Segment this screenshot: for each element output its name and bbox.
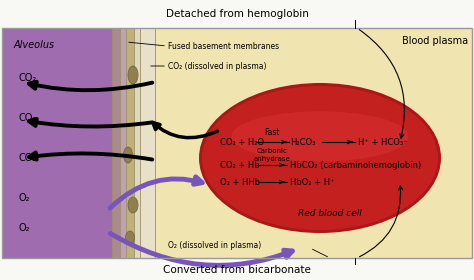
Text: O₂: O₂ — [18, 223, 29, 233]
Bar — [120, 28, 126, 258]
Text: Red blood cell: Red blood cell — [298, 209, 362, 218]
Text: anhydrase: anhydrase — [254, 156, 291, 162]
Ellipse shape — [128, 66, 138, 84]
Ellipse shape — [124, 147, 133, 163]
Bar — [126, 28, 134, 258]
Text: Converted from bicarbonate: Converted from bicarbonate — [163, 265, 311, 275]
Text: CO₂: CO₂ — [18, 153, 36, 163]
Bar — [2, 28, 112, 258]
Bar — [140, 28, 155, 258]
Ellipse shape — [202, 86, 438, 230]
Text: CO₂ + H₂O: CO₂ + H₂O — [220, 137, 264, 146]
FancyArrowPatch shape — [153, 123, 218, 138]
Text: Blood plasma: Blood plasma — [402, 36, 468, 46]
FancyArrowPatch shape — [110, 177, 202, 208]
Text: O₂: O₂ — [18, 193, 29, 203]
Bar — [155, 28, 472, 258]
Text: H⁺ + HCO₃⁻: H⁺ + HCO₃⁻ — [358, 137, 408, 146]
Ellipse shape — [126, 231, 135, 245]
Ellipse shape — [199, 83, 441, 233]
Text: CO₂: CO₂ — [18, 73, 36, 83]
Text: Fused basement membranes: Fused basement membranes — [168, 41, 279, 50]
FancyArrowPatch shape — [29, 152, 152, 160]
FancyArrowPatch shape — [110, 234, 292, 265]
Text: Detached from hemoglobin: Detached from hemoglobin — [165, 9, 309, 19]
Bar — [112, 28, 120, 258]
Text: O₂ (dissolved in plasma): O₂ (dissolved in plasma) — [168, 241, 261, 249]
FancyArrowPatch shape — [29, 119, 152, 127]
Text: O₂ + HHb: O₂ + HHb — [220, 178, 260, 186]
Text: CO₂: CO₂ — [18, 113, 36, 123]
Text: Alveolus: Alveolus — [14, 40, 55, 50]
Text: CO₂ (dissolved in plasma): CO₂ (dissolved in plasma) — [168, 62, 266, 71]
Ellipse shape — [128, 197, 138, 213]
Text: Fast: Fast — [264, 127, 280, 137]
Text: Carbonic: Carbonic — [256, 148, 287, 154]
Ellipse shape — [231, 111, 409, 162]
Text: CO₂ + Hb: CO₂ + Hb — [220, 160, 260, 169]
Text: HbCO₂ (carbaminohemoglobin): HbCO₂ (carbaminohemoglobin) — [290, 160, 421, 169]
Text: H₂CO₃: H₂CO₃ — [290, 137, 315, 146]
FancyArrowPatch shape — [29, 82, 152, 90]
Bar — [112, 28, 126, 258]
Bar — [134, 28, 140, 258]
Text: HbO₂ + H⁺: HbO₂ + H⁺ — [290, 178, 335, 186]
Bar — [2, 28, 472, 258]
